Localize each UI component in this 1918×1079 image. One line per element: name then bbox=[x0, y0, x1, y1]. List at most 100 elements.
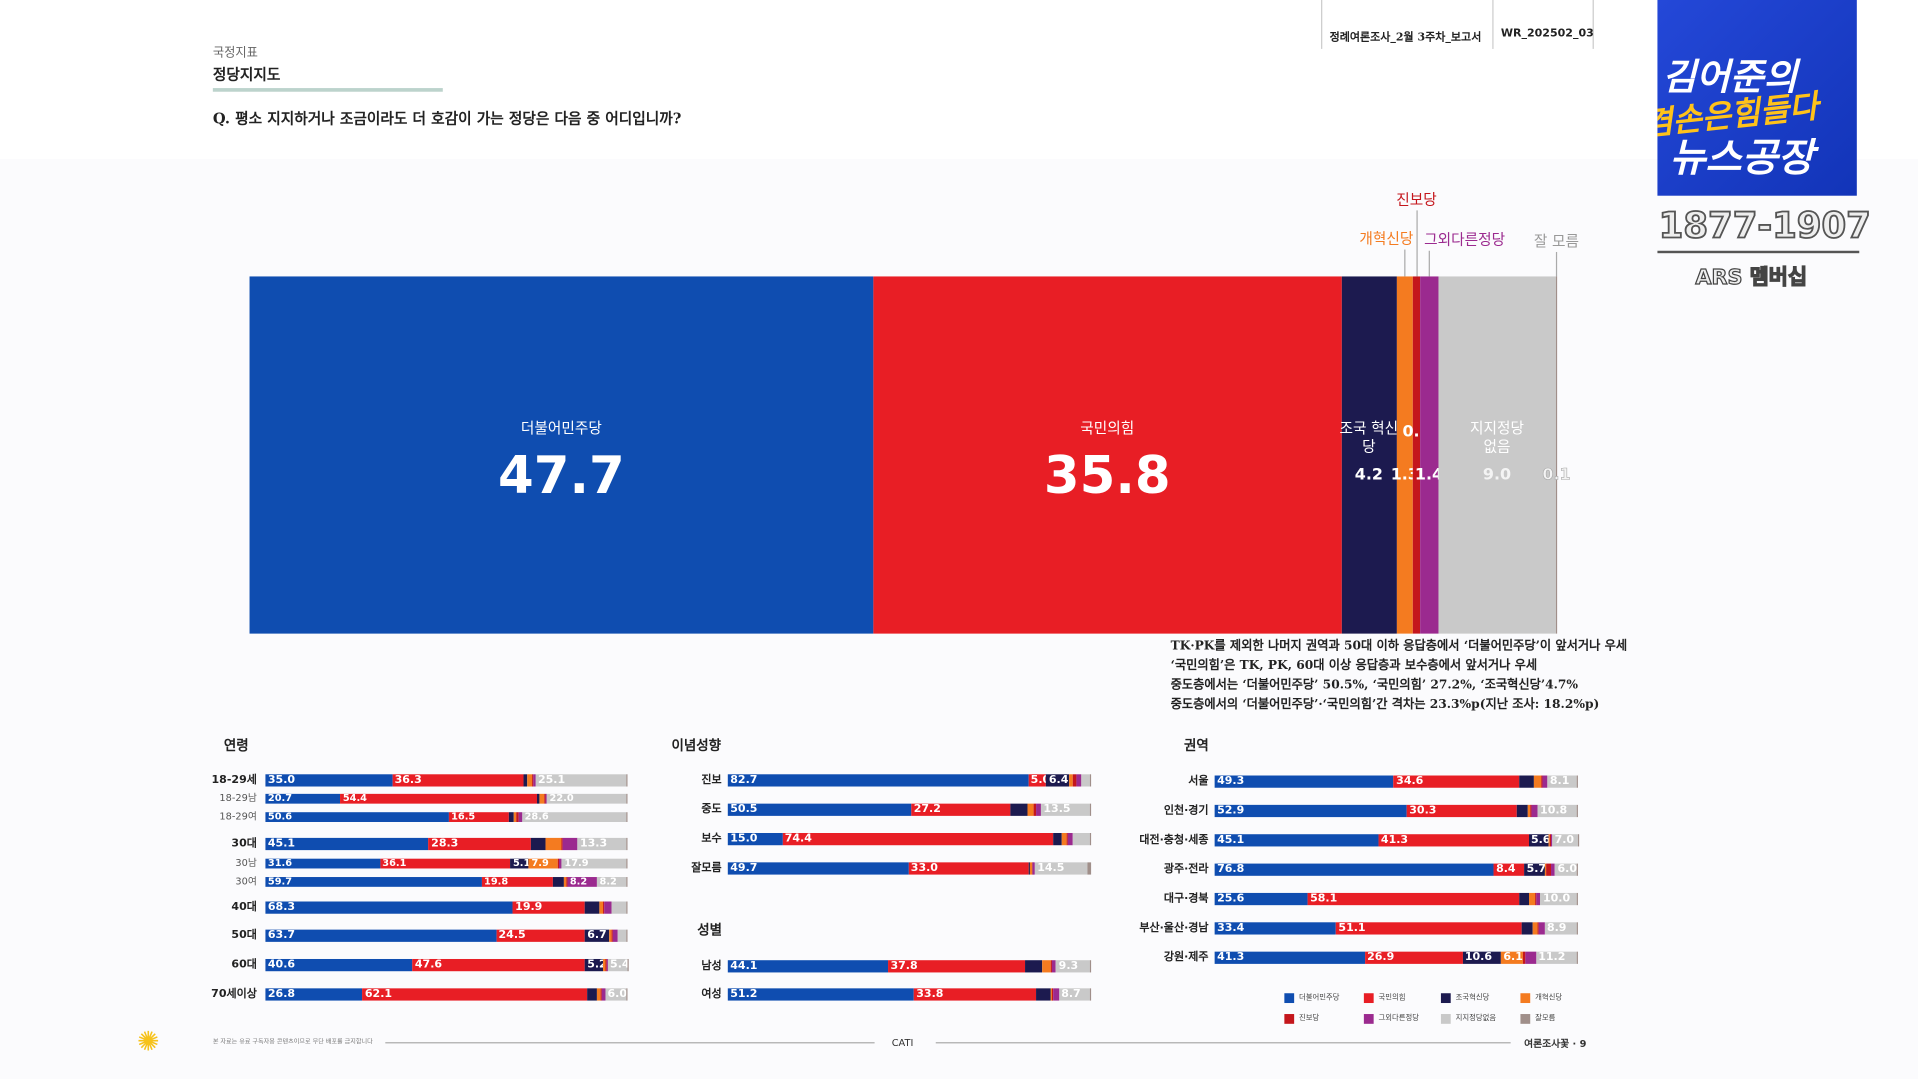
bar-segment bbox=[727, 988, 914, 1001]
group-title: 권역 bbox=[1184, 737, 1209, 754]
value-label: 5.6 bbox=[1530, 834, 1551, 847]
bar-segment bbox=[545, 793, 548, 804]
value-label: 68.3 bbox=[267, 901, 296, 914]
bar-segment bbox=[265, 774, 393, 787]
value-label: 6.4 bbox=[1048, 774, 1069, 787]
bar-segment bbox=[545, 837, 562, 851]
segment-value: 9.0 bbox=[1482, 466, 1512, 485]
value-label: 51.2 bbox=[730, 988, 758, 1001]
bar-segment bbox=[1214, 951, 1365, 964]
row-label: 18-29여 bbox=[219, 810, 257, 822]
separator bbox=[1592, 0, 1594, 49]
legend-label: 지지정당없음 bbox=[1455, 1014, 1497, 1023]
row-label: 광주·전라 bbox=[1163, 863, 1209, 876]
legend-swatch bbox=[1440, 1014, 1451, 1024]
value-label: 8.2 bbox=[599, 875, 617, 887]
value-label: 40.6 bbox=[267, 958, 296, 972]
bar-segment bbox=[1028, 862, 1031, 875]
bar-segment bbox=[1523, 951, 1525, 964]
bar-segment bbox=[1040, 803, 1090, 816]
bar-segment bbox=[1551, 863, 1556, 876]
value-label: 49.3 bbox=[1217, 775, 1245, 788]
bar-segment bbox=[265, 877, 482, 887]
bar-segment bbox=[1052, 832, 1062, 846]
separator bbox=[1321, 0, 1323, 49]
bar-segment bbox=[1535, 892, 1537, 906]
value-label: 49.7 bbox=[730, 862, 758, 875]
bar-segment bbox=[727, 774, 1029, 787]
value-label: 6.7 bbox=[587, 929, 607, 942]
bar-segment bbox=[1542, 775, 1548, 788]
value-label: 10.8 bbox=[1540, 804, 1568, 818]
bar-segment bbox=[1081, 774, 1091, 787]
bar-segment bbox=[1041, 960, 1051, 973]
bar-segment bbox=[1393, 775, 1520, 788]
value-label: 20.7 bbox=[267, 792, 293, 804]
bar-segment bbox=[561, 837, 564, 851]
logo-sub: ARS 멤버십 bbox=[1695, 265, 1808, 291]
bar-segment bbox=[584, 901, 600, 914]
legend-swatch bbox=[1520, 1014, 1531, 1024]
logo-years: 1877-1907 bbox=[1658, 203, 1872, 246]
note-line: TK·PK를 제외한 나머지 권역과 50대 이하 응답층에서 ‘더불어민주당’… bbox=[1170, 639, 1628, 654]
main-bar-segment bbox=[873, 276, 1342, 634]
separator bbox=[1492, 0, 1494, 49]
logo-rule bbox=[1657, 250, 1860, 254]
bar-segment bbox=[1555, 863, 1577, 876]
row-label: 중도 bbox=[701, 803, 722, 816]
bar-segment bbox=[510, 858, 530, 869]
row-label: 잘모름 bbox=[691, 862, 722, 875]
bar-segment bbox=[535, 774, 627, 787]
bar-segment bbox=[522, 812, 626, 822]
bar-segment bbox=[626, 929, 628, 942]
bar-segment bbox=[727, 832, 783, 846]
value-label: 33.0 bbox=[910, 862, 938, 875]
bar-segment bbox=[1090, 774, 1092, 787]
value-label: 76.8 bbox=[1217, 863, 1245, 876]
bar-segment bbox=[1030, 862, 1032, 875]
legend-label: 그외다른정당 bbox=[1378, 1014, 1420, 1023]
bar-segment bbox=[597, 877, 627, 887]
value-label: 8.4 bbox=[1496, 863, 1516, 876]
segment-name-outside: 그외다른정당 bbox=[1424, 231, 1506, 249]
bar-segment bbox=[782, 832, 1053, 846]
row-label: 30대 bbox=[231, 837, 257, 851]
leader-line bbox=[1404, 249, 1407, 277]
segment-value: 1.3 bbox=[1390, 466, 1419, 485]
bar-segment bbox=[1036, 988, 1051, 1001]
bar-segment bbox=[577, 837, 626, 851]
bar-segment bbox=[1548, 834, 1551, 847]
bar-segment bbox=[1576, 775, 1578, 788]
report-name: 정례여론조사_2월 3주차_보고서 bbox=[1329, 31, 1482, 45]
bar-segment bbox=[1524, 951, 1536, 964]
row-label: 남성 bbox=[701, 960, 722, 973]
main-bar-segment bbox=[1341, 276, 1397, 634]
value-label: 36.3 bbox=[394, 774, 422, 787]
bar-segment bbox=[1214, 834, 1379, 847]
bar-segment bbox=[1529, 892, 1536, 906]
value-label: 5.7 bbox=[1526, 863, 1547, 876]
legend-swatch bbox=[1520, 993, 1531, 1004]
bar-segment bbox=[1214, 804, 1407, 818]
bar-segment bbox=[1025, 960, 1042, 973]
bar-segment bbox=[605, 958, 607, 972]
bar-segment bbox=[516, 812, 519, 822]
value-label: 82.7 bbox=[730, 774, 758, 787]
bar-segment bbox=[539, 793, 545, 804]
bar-segment bbox=[1061, 832, 1068, 846]
bar-segment bbox=[888, 960, 1026, 973]
value-label: 8.9 bbox=[1546, 922, 1567, 935]
value-label: 14.5 bbox=[1037, 862, 1065, 875]
value-label: 17.9 bbox=[564, 857, 589, 869]
bar-segment bbox=[563, 837, 578, 851]
logo-line3: 뉴스공장 bbox=[1669, 134, 1814, 182]
bar-segment bbox=[1519, 775, 1534, 788]
bar-segment bbox=[1406, 804, 1517, 818]
value-label: 24.5 bbox=[498, 929, 526, 942]
bar-segment bbox=[1033, 803, 1036, 816]
bar-segment bbox=[1031, 862, 1033, 875]
row-label: 여성 bbox=[701, 988, 722, 1001]
bar-segment bbox=[727, 960, 889, 973]
bar-segment bbox=[265, 812, 449, 822]
